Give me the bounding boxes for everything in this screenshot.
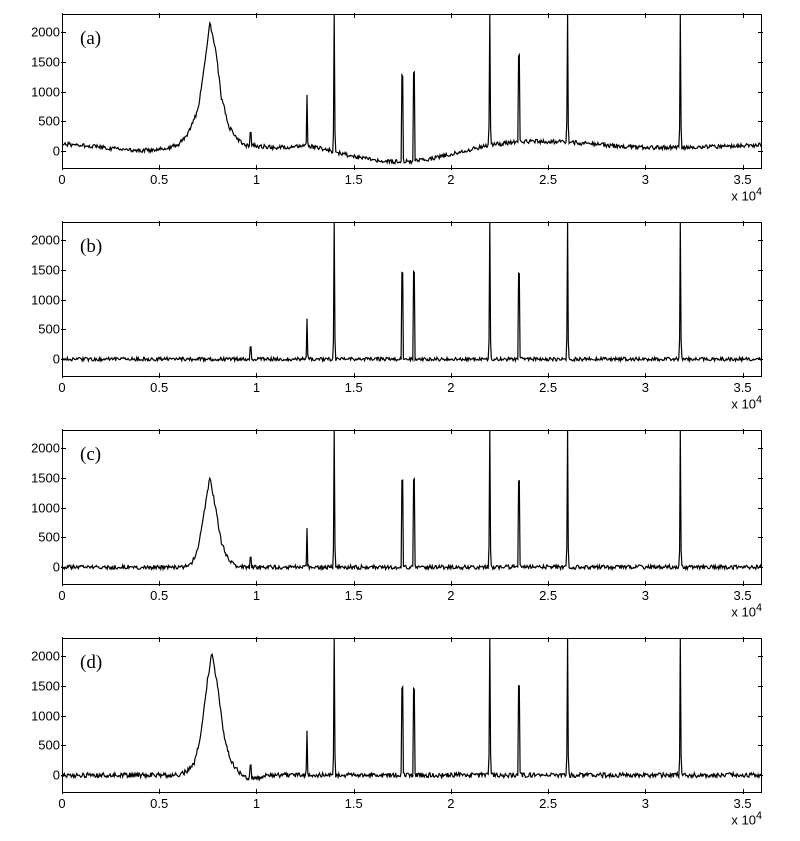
ytick-label: 0 (20, 768, 60, 783)
panel-c: (c) x 104 050010001500200000.511.522.533… (62, 430, 762, 585)
xtick-label: 0.5 (150, 172, 168, 187)
xtick-label: 1 (253, 588, 260, 603)
ytick-label: 2000 (20, 440, 60, 455)
xtick-label: 3 (642, 796, 649, 811)
xtick-label: 2.5 (539, 380, 557, 395)
panel-label-b: (b) (80, 236, 102, 258)
xtick-label: 2 (447, 796, 454, 811)
xtick-label: 2.5 (539, 172, 557, 187)
xtick-label: 2 (447, 172, 454, 187)
xtick-label: 3.5 (734, 796, 752, 811)
xtick-label: 0 (58, 172, 65, 187)
ytick-label: 2000 (20, 648, 60, 663)
xtick-label: 1.5 (345, 172, 363, 187)
ytick-label: 1500 (20, 262, 60, 277)
xtick-label: 1 (253, 380, 260, 395)
ytick-label: 500 (20, 738, 60, 753)
x-exponent-a: x 104 (731, 186, 762, 203)
xtick-label: 2 (447, 588, 454, 603)
xtick-label: 0 (58, 796, 65, 811)
ytick-label: 500 (20, 530, 60, 545)
xtick-label: 2.5 (539, 796, 557, 811)
trace-b (62, 222, 762, 377)
xtick-label: 3 (642, 588, 649, 603)
xtick-label: 1.5 (345, 588, 363, 603)
ytick-label: 2000 (20, 232, 60, 247)
panel-b: (b) x 104 050010001500200000.511.522.533… (62, 222, 762, 377)
xtick-label: 0 (58, 588, 65, 603)
ytick-label: 500 (20, 322, 60, 337)
xtick-label: 2 (447, 380, 454, 395)
ytick-label: 1500 (20, 470, 60, 485)
xtick-label: 1.5 (345, 380, 363, 395)
ytick-label: 1000 (20, 84, 60, 99)
ytick-label: 0 (20, 144, 60, 159)
xtick-label: 1.5 (345, 796, 363, 811)
figure-container: (a) x 104 050010001500200000.511.522.533… (0, 0, 800, 841)
ytick-label: 1500 (20, 54, 60, 69)
x-exponent-c: x 104 (731, 602, 762, 619)
ytick-label: 1000 (20, 292, 60, 307)
xtick-label: 0.5 (150, 380, 168, 395)
xtick-label: 1 (253, 172, 260, 187)
trace-c (62, 430, 762, 585)
xtick-label: 2.5 (539, 588, 557, 603)
panel-d: (d) x 104 050010001500200000.511.522.533… (62, 638, 762, 793)
panel-label-d: (d) (80, 652, 102, 674)
trace-a (62, 14, 762, 169)
x-exponent-b: x 104 (731, 394, 762, 411)
xtick-label: 3 (642, 380, 649, 395)
xtick-label: 3.5 (734, 172, 752, 187)
xtick-label: 0 (58, 380, 65, 395)
xtick-label: 3 (642, 172, 649, 187)
panel-label-c: (c) (80, 444, 101, 466)
ytick-label: 1000 (20, 708, 60, 723)
xtick-label: 1 (253, 796, 260, 811)
xtick-label: 3.5 (734, 380, 752, 395)
x-exponent-d: x 104 (731, 810, 762, 827)
ytick-label: 1500 (20, 678, 60, 693)
ytick-label: 2000 (20, 24, 60, 39)
panel-a: (a) x 104 050010001500200000.511.522.533… (62, 14, 762, 169)
ytick-label: 500 (20, 114, 60, 129)
xtick-label: 0.5 (150, 588, 168, 603)
ytick-label: 1000 (20, 500, 60, 515)
xtick-label: 0.5 (150, 796, 168, 811)
panel-label-a: (a) (80, 28, 101, 50)
ytick-label: 0 (20, 560, 60, 575)
xtick-label: 3.5 (734, 588, 752, 603)
ytick-label: 0 (20, 352, 60, 367)
trace-d (62, 638, 762, 793)
